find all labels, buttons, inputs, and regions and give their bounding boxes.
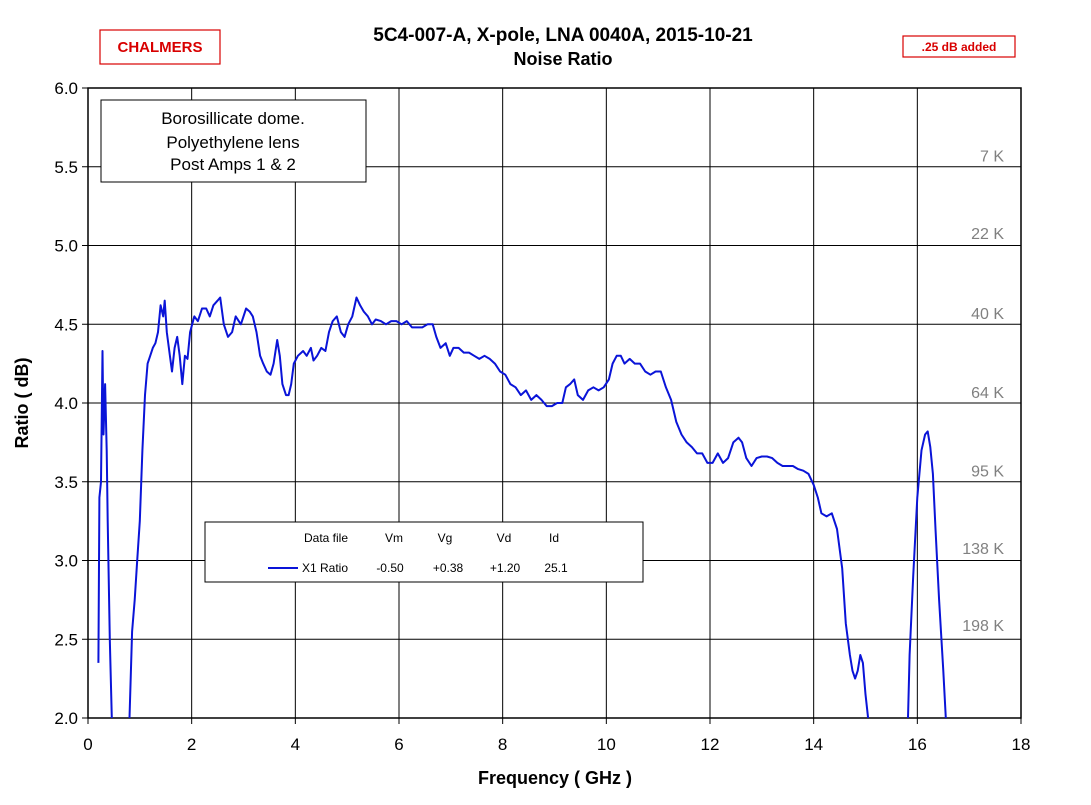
y-axis-title: Ratio ( dB) xyxy=(12,358,32,449)
legend-header-vg: Vg xyxy=(438,531,453,545)
legend-header-id: Id xyxy=(549,531,559,545)
axis-ticks: 0 2 4 6 8 10 12 14 16 18 2.0 2.5 3.0 3.5 4.0 4.5 5.0 5.5 6… xyxy=(54,79,1030,754)
db-added-badge: .25 dB added xyxy=(922,40,997,54)
x-tick-label: 4 xyxy=(291,735,300,754)
chart-title: 5C4-007-A, X-pole, LNA 0040A, 2015-10-21 xyxy=(373,25,753,46)
annotation-line-1: Borosillicate dome. xyxy=(161,109,305,128)
series-line-segment xyxy=(907,430,947,719)
temperature-label: 198 K xyxy=(962,618,1004,635)
legend-value-vg: +0.38 xyxy=(433,561,464,575)
temperature-label: 22 K xyxy=(971,226,1004,243)
x-tick-label: 6 xyxy=(394,735,403,754)
temperature-label: 95 K xyxy=(971,464,1004,481)
legend-header-datafile: Data file xyxy=(304,531,348,545)
chart-subtitle: Noise Ratio xyxy=(513,49,612,69)
chalmers-logo: CHALMERS xyxy=(118,39,203,56)
series-x1-ratio xyxy=(97,296,947,719)
y-tick-label: 6.0 xyxy=(54,79,78,98)
temperature-label: 64 K xyxy=(971,385,1004,402)
y-tick-label: 2.0 xyxy=(54,709,78,728)
x-tick-label: 10 xyxy=(597,735,616,754)
y-tick-label: 3.5 xyxy=(54,473,78,492)
temperature-label: 40 K xyxy=(971,306,1004,323)
legend-header-vd: Vd xyxy=(497,531,512,545)
annotation-line-2: Polyethylene lens xyxy=(166,133,299,152)
legend-box xyxy=(204,521,644,583)
x-axis-title: Frequency ( GHz ) xyxy=(478,768,632,788)
y-tick-label: 5.0 xyxy=(54,237,78,256)
y-tick-label: 3.0 xyxy=(54,552,78,571)
y-tick-label: 2.5 xyxy=(54,630,78,649)
y-tick-label: 4.5 xyxy=(54,315,78,334)
annotation-line-3: Post Amps 1 & 2 xyxy=(170,155,296,174)
x-tick-label: 14 xyxy=(804,735,823,754)
temperature-labels: 7 K 22 K 40 K 64 K 95 K 138 K 198 K xyxy=(962,149,1004,635)
y-tick-label: 4.0 xyxy=(54,394,78,413)
x-tick-label: 0 xyxy=(83,735,92,754)
x-tick-label: 16 xyxy=(908,735,927,754)
x-tick-label: 12 xyxy=(701,735,720,754)
legend-header-vm: Vm xyxy=(385,531,403,545)
db-added-badge-frame xyxy=(902,35,1016,58)
series-line-segment xyxy=(97,350,113,719)
temperature-label: 138 K xyxy=(962,541,1004,558)
x-tick-label: 2 xyxy=(187,735,196,754)
x-tick-label: 8 xyxy=(498,735,507,754)
x-tick-label: 18 xyxy=(1012,735,1031,754)
legend-series-name: X1 Ratio xyxy=(302,561,348,575)
series-line-segment xyxy=(128,296,870,719)
legend-value-id: 25.1 xyxy=(544,561,568,575)
chalmers-logo-frame xyxy=(99,29,221,65)
legend-value-vm: -0.50 xyxy=(376,561,404,575)
y-tick-label: 5.5 xyxy=(54,158,78,177)
plot-frame xyxy=(87,87,1022,719)
legend-value-vd: +1.20 xyxy=(490,561,521,575)
temperature-label: 7 K xyxy=(980,149,1004,166)
annotation-box xyxy=(100,99,367,183)
